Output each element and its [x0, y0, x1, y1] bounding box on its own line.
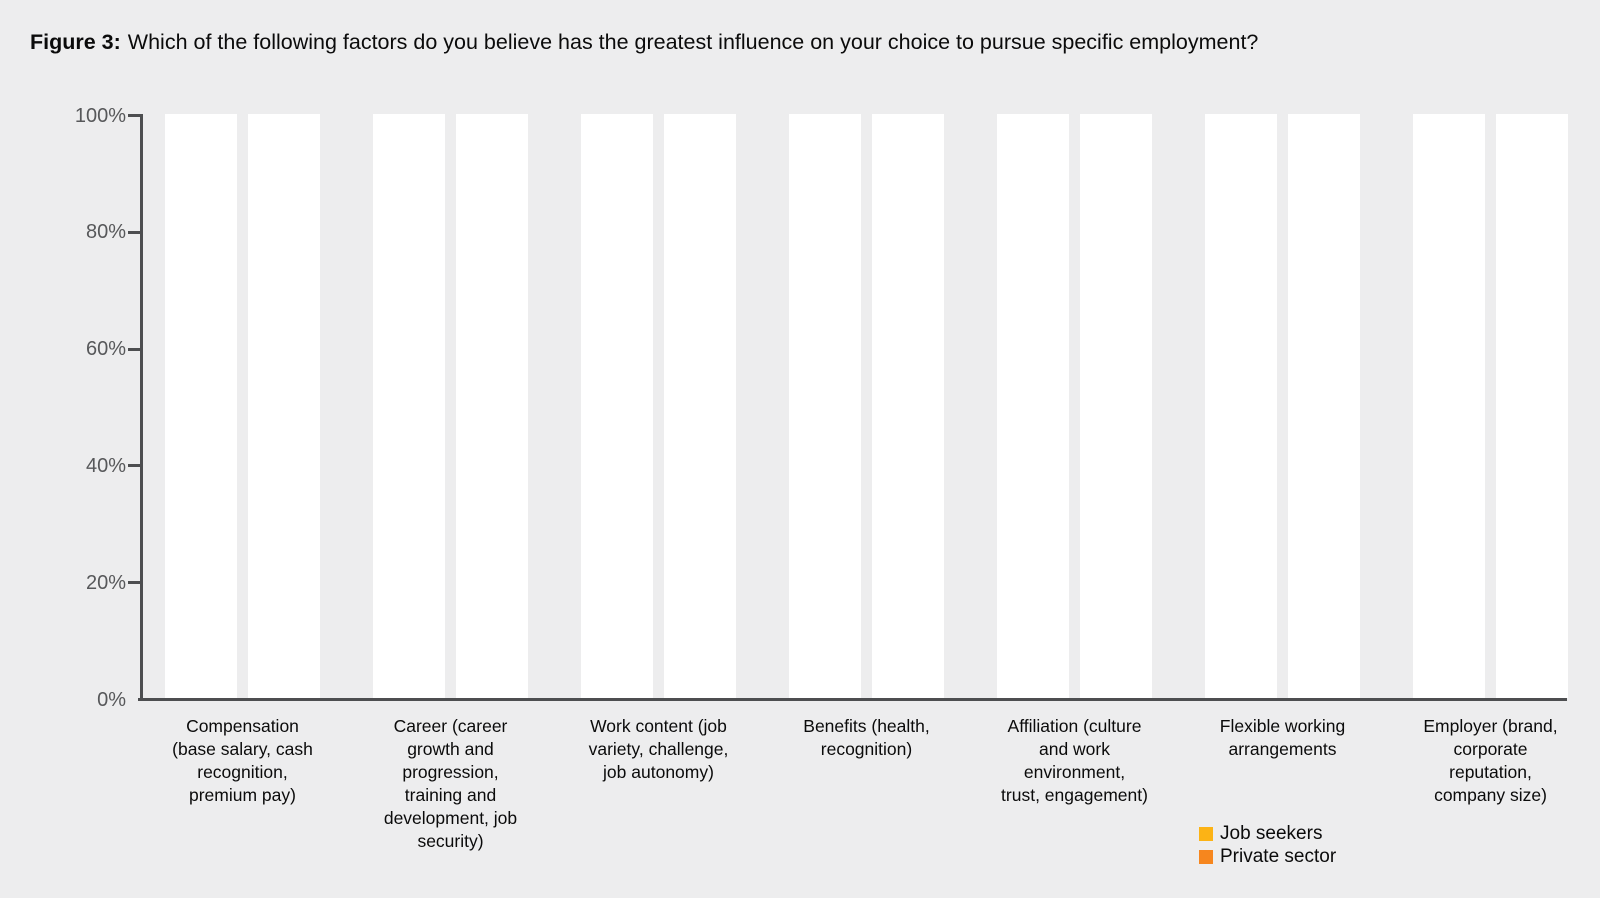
y-tick-label: 0%: [97, 688, 126, 711]
bar-job-seekers: [997, 114, 1069, 698]
bar-private-sector: [248, 114, 320, 698]
y-tick-mark: [128, 464, 140, 468]
bar-private-sector: [1080, 114, 1152, 698]
y-tick-mark: [128, 581, 140, 585]
bar-groups: [143, 114, 1570, 698]
bar-private-sector: [664, 114, 736, 698]
y-tick-mark: [128, 230, 140, 234]
bar-private-sector: [1496, 114, 1568, 698]
legend-label: Job seekers: [1220, 822, 1323, 844]
legend-item: Job seekers: [1199, 822, 1336, 845]
y-tick-label: 20%: [85, 571, 126, 594]
bar-job-seekers: [1413, 114, 1485, 698]
figure-title: Figure 3: Which of the following factors …: [30, 30, 1258, 55]
y-tick-label: 80%: [85, 221, 126, 244]
bar-group: [165, 114, 320, 698]
figure-title-text: Which of the following factors do you be…: [127, 30, 1259, 54]
y-tick-label: 60%: [85, 338, 126, 361]
bar-private-sector: [456, 114, 528, 698]
bar-group: [1205, 114, 1360, 698]
y-tick-label: 40%: [85, 454, 126, 477]
bar-job-seekers: [1205, 114, 1277, 698]
y-tick-mark: [128, 347, 140, 351]
figure-title-prefix: Figure 3:: [30, 30, 121, 54]
bar-group: [581, 114, 736, 698]
category-label: Career (career growth and progression, t…: [383, 716, 518, 851]
bar-job-seekers: [165, 114, 237, 698]
bar-job-seekers: [373, 114, 445, 698]
bar-group: [997, 114, 1152, 698]
bar-group: [789, 114, 944, 698]
y-axis-line: [140, 114, 143, 701]
x-axis-line: [138, 698, 1567, 701]
bar-job-seekers: [789, 114, 861, 698]
bar-job-seekers: [581, 114, 653, 698]
legend-label: Private sector: [1220, 845, 1337, 867]
category-label: Work content (job variety, challenge, jo…: [588, 716, 729, 782]
legend-swatch-icon: [1199, 826, 1213, 841]
bar-group: [1413, 114, 1568, 698]
legend-item: Private sector: [1199, 845, 1336, 868]
category-label: Affiliation (culture and work environmen…: [1001, 716, 1148, 805]
category-label: Employer (brand, corporate reputation, c…: [1423, 716, 1558, 805]
category-label: Flexible working arrangements: [1219, 716, 1346, 759]
y-tick-mark: [128, 114, 140, 117]
bar-private-sector: [872, 114, 944, 698]
category-label: Benefits (health, recognition): [803, 716, 930, 759]
legend: Job seekers Private sector: [1199, 822, 1336, 868]
bar-group: [373, 114, 528, 698]
category-labels: Compensation (base salary, cash recognit…: [0, 715, 1600, 875]
legend-swatch-icon: [1199, 849, 1213, 864]
y-tick-label: 100%: [74, 104, 126, 127]
bar-private-sector: [1288, 114, 1360, 698]
category-label: Compensation (base salary, cash recognit…: [172, 716, 313, 805]
